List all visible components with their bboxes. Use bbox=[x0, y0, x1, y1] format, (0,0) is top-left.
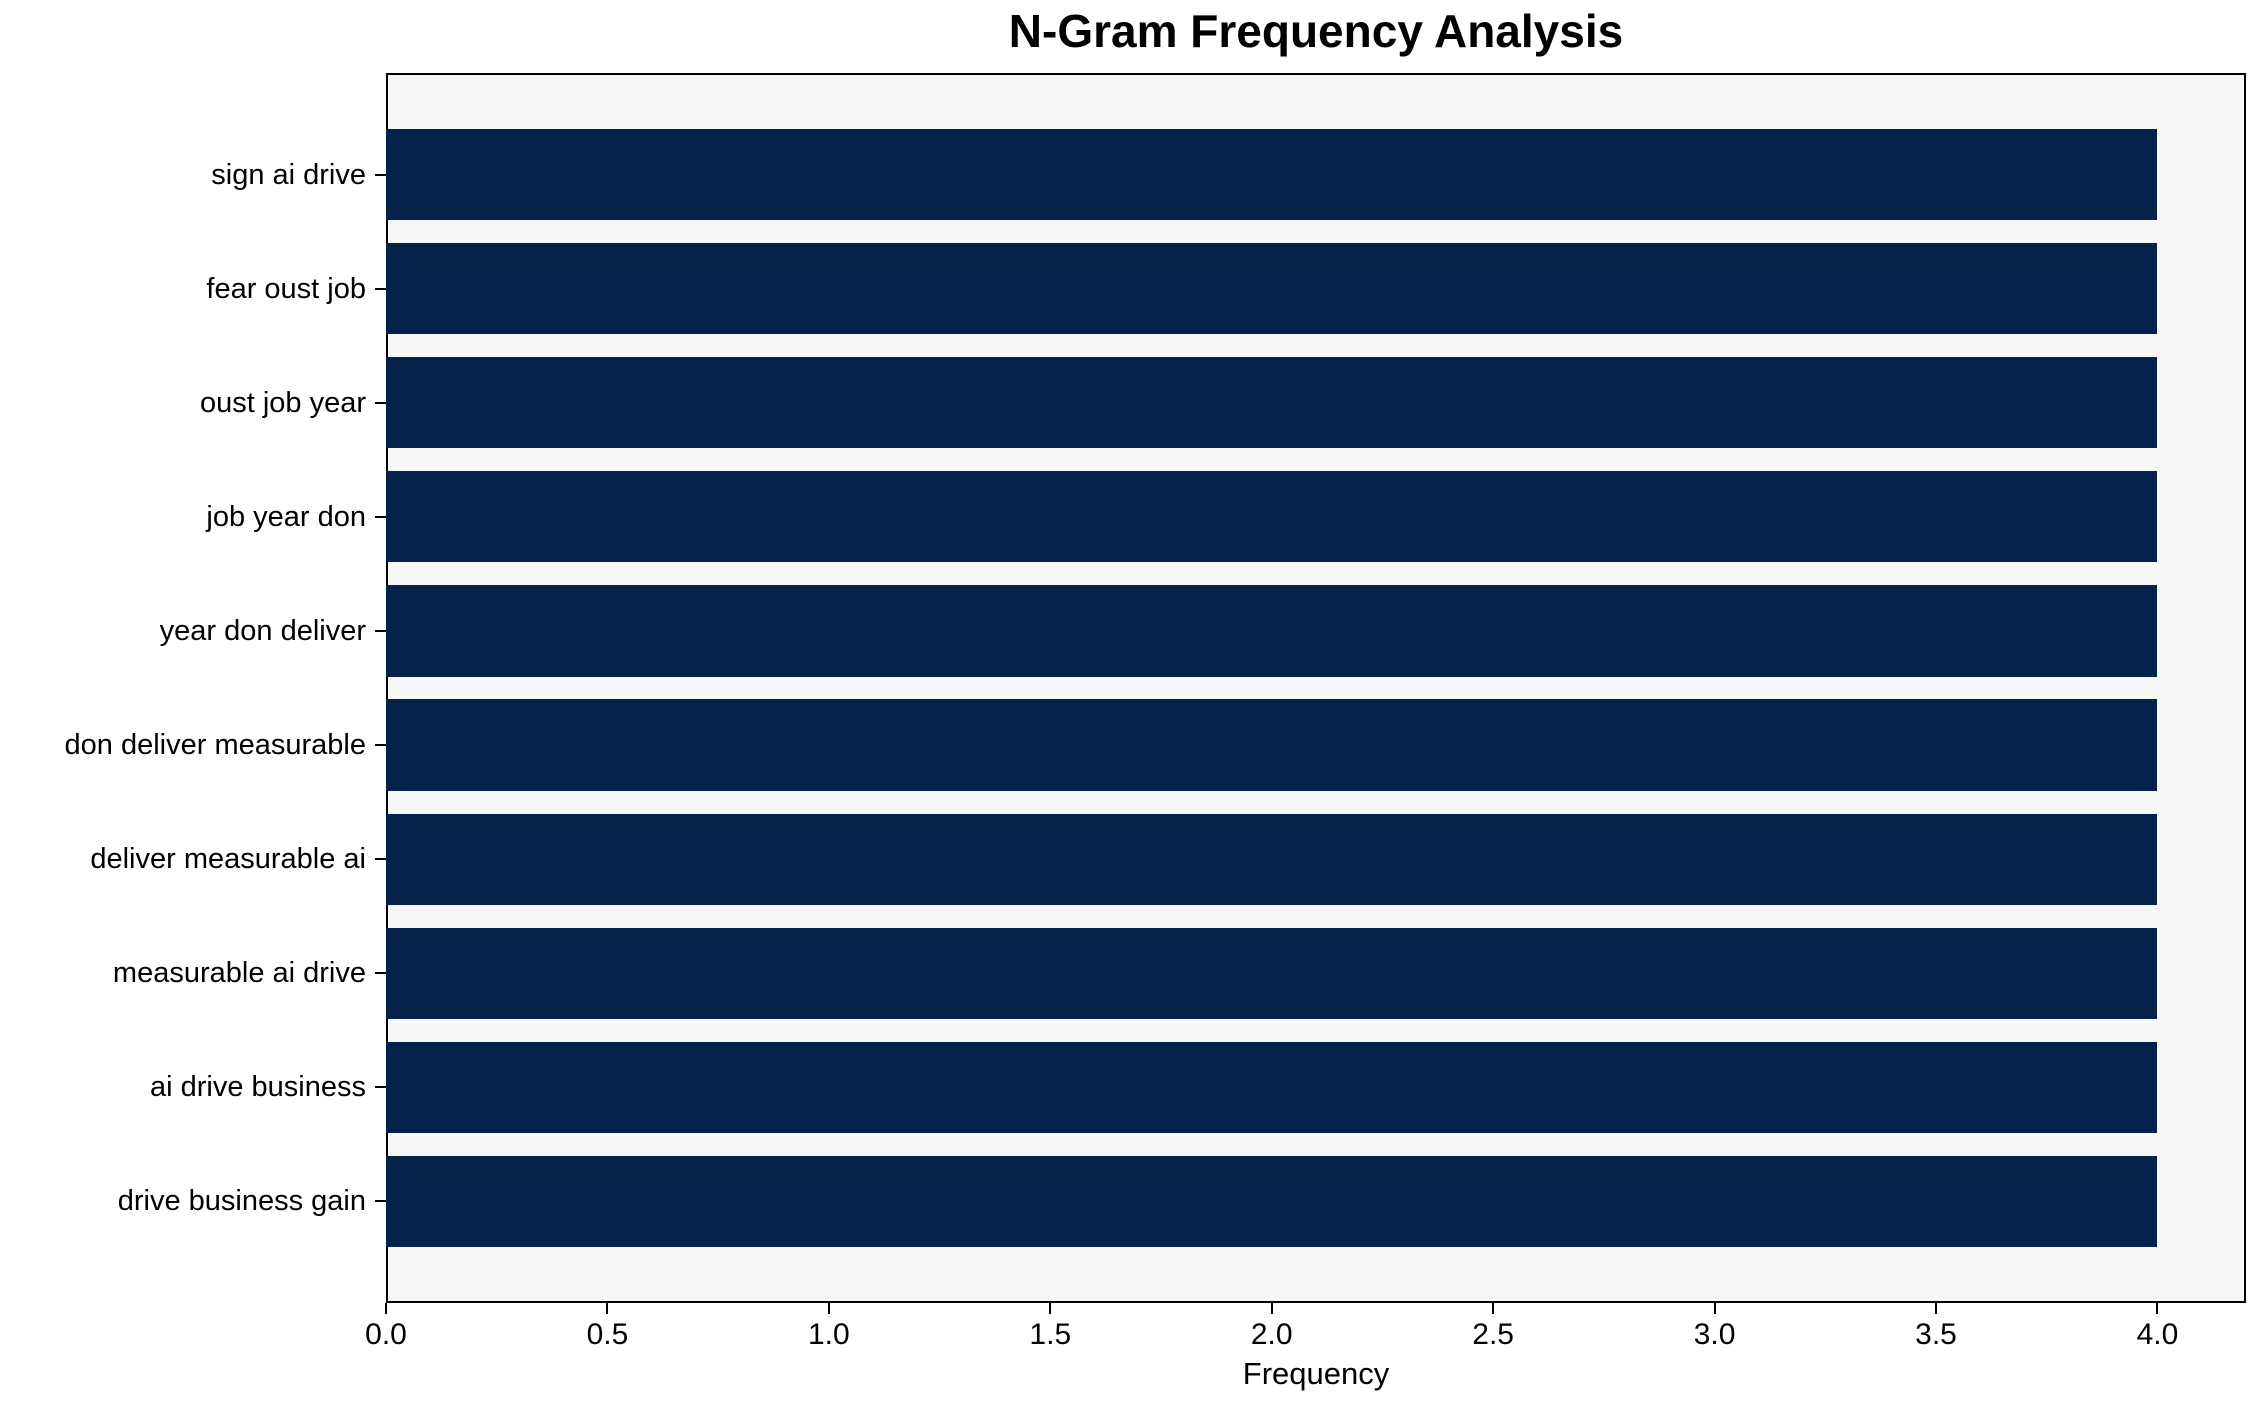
x-tick-mark bbox=[1713, 1303, 1716, 1314]
y-tick-label: measurable ai drive bbox=[112, 957, 366, 990]
y-tick-mark bbox=[375, 401, 386, 404]
y-tick-label: year don deliver bbox=[159, 614, 366, 647]
y-tick-label: drive business gain bbox=[117, 1185, 366, 1218]
y-tick-mark bbox=[375, 972, 386, 975]
x-tick-mark bbox=[1049, 1303, 1052, 1314]
y-tick-label: deliver measurable ai bbox=[90, 843, 366, 876]
y-tick-label: don deliver measurable bbox=[64, 729, 366, 762]
x-tick-mark bbox=[2156, 1303, 2159, 1314]
x-tick-label: 3.5 bbox=[1915, 1318, 1957, 1351]
y-tick-mark bbox=[375, 744, 386, 747]
y-tick-label: job year don bbox=[206, 500, 366, 533]
bar bbox=[386, 243, 2158, 335]
x-tick-label: 0.5 bbox=[586, 1318, 629, 1351]
y-tick-label: oust job year bbox=[199, 386, 366, 419]
chart-title: N-Gram Frequency Analysis bbox=[1008, 5, 1624, 57]
y-tick-mark bbox=[375, 1086, 386, 1089]
bar bbox=[386, 927, 2158, 1019]
y-tick-label: sign ai drive bbox=[211, 158, 366, 191]
x-tick-mark bbox=[1270, 1303, 1273, 1314]
x-tick-label: 1.5 bbox=[1029, 1318, 1072, 1351]
y-tick-mark bbox=[375, 287, 386, 290]
y-tick-mark bbox=[375, 173, 386, 176]
x-tick-mark bbox=[606, 1303, 609, 1314]
x-tick-mark bbox=[827, 1303, 830, 1314]
x-tick-label: 3.0 bbox=[1693, 1318, 1736, 1351]
x-tick-label: 0.0 bbox=[365, 1318, 407, 1351]
bar bbox=[386, 585, 2158, 677]
bar bbox=[386, 813, 2158, 905]
x-tick-mark bbox=[1492, 1303, 1495, 1314]
x-tick-label: 4.0 bbox=[2136, 1318, 2179, 1351]
bar bbox=[386, 1155, 2158, 1248]
bar bbox=[386, 471, 2158, 563]
bar bbox=[386, 699, 2158, 791]
y-tick-mark bbox=[375, 858, 386, 861]
x-tick-mark bbox=[385, 1303, 387, 1314]
bar bbox=[386, 357, 2158, 449]
x-tick-label: 2.5 bbox=[1472, 1318, 1514, 1351]
x-tick-label: 1.0 bbox=[807, 1318, 850, 1351]
y-tick-mark bbox=[375, 515, 386, 518]
y-tick-label: ai drive business bbox=[150, 1071, 366, 1104]
x-tick-label: 2.0 bbox=[1250, 1318, 1293, 1351]
y-tick-mark bbox=[375, 629, 386, 632]
x-axis-label: Frequency bbox=[1242, 1356, 1390, 1391]
y-tick-mark bbox=[375, 1200, 386, 1203]
y-tick-label: fear oust job bbox=[206, 272, 366, 305]
bar bbox=[386, 1041, 2158, 1133]
bar bbox=[386, 128, 2158, 221]
x-tick-mark bbox=[1935, 1303, 1937, 1314]
